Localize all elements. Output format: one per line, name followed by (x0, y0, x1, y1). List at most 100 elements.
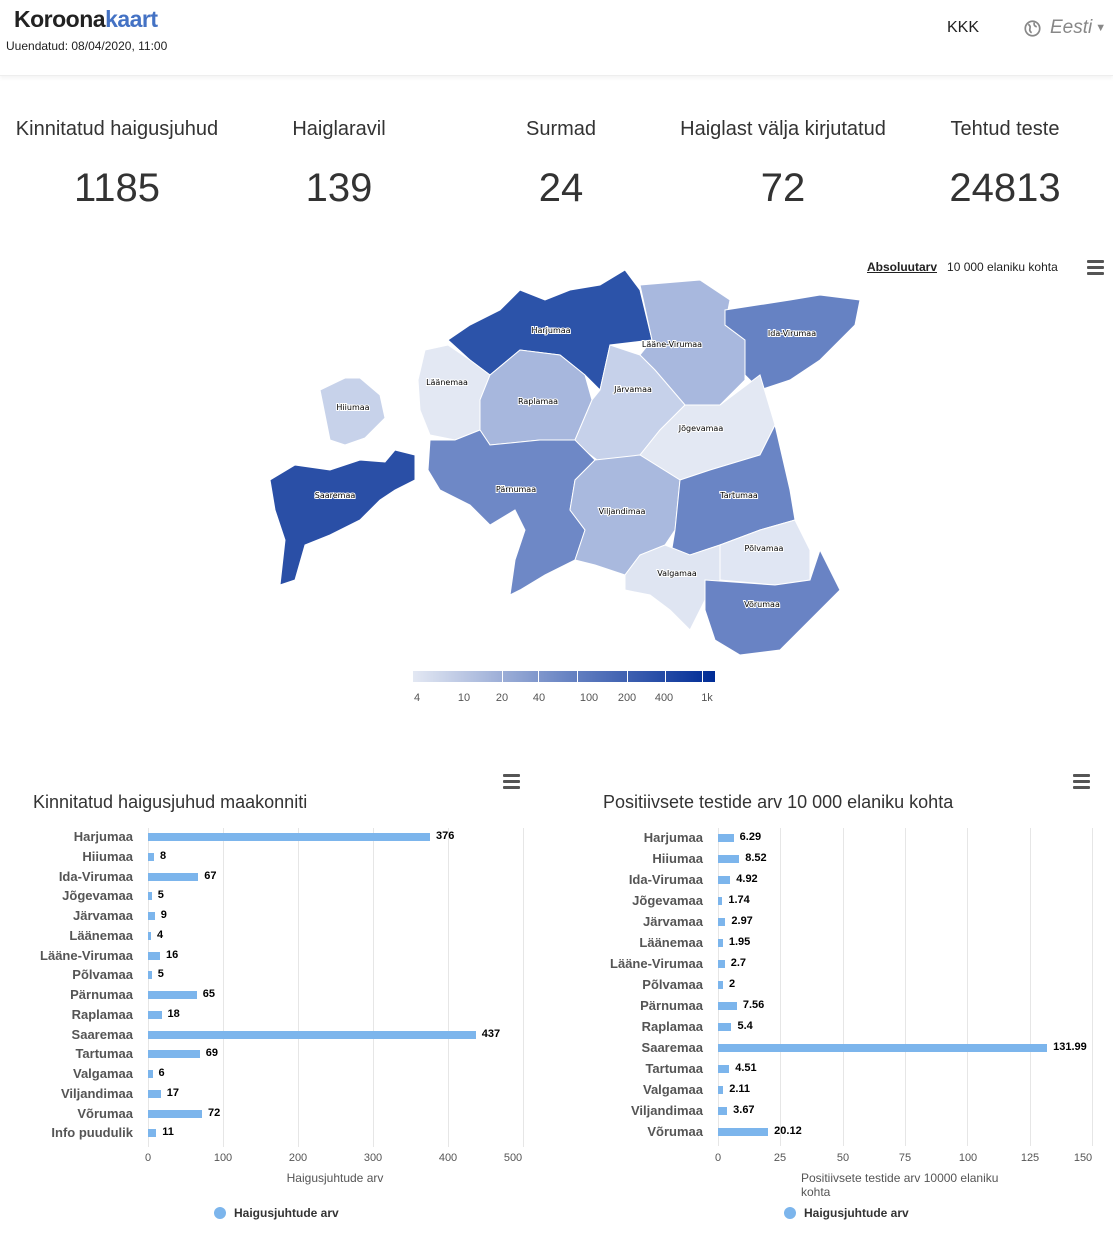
grid-line (523, 828, 524, 1147)
bar[interactable] (148, 872, 199, 881)
legend-item[interactable]: Haigusjuhtude arv (784, 1206, 909, 1220)
bar[interactable] (718, 855, 740, 863)
grid-line (223, 828, 224, 1147)
bar[interactable] (148, 912, 155, 920)
legend-marker (784, 1207, 796, 1219)
legend-label: Haigusjuhtude arv (804, 1206, 909, 1220)
county-hiiumaa[interactable] (319, 377, 386, 446)
bar[interactable] (148, 1010, 162, 1019)
map-menu-icon[interactable] (1087, 260, 1104, 278)
data-label: 18 (167, 1007, 180, 1020)
bar[interactable] (718, 1023, 732, 1031)
bar[interactable] (718, 939, 723, 947)
grid-line (148, 828, 149, 1147)
county-vorumaa[interactable] (704, 548, 841, 656)
scale-tick: 100 (579, 692, 599, 704)
county-label: Ida-Virumaa (768, 329, 816, 338)
x-tick-label: 100 (958, 1152, 978, 1164)
bar[interactable] (148, 852, 154, 861)
category-label: Ida-Virumaa (628, 872, 703, 887)
chart-menu-icon[interactable] (503, 774, 520, 792)
x-axis-title: Positiivsete testide arv 10000 elaniku k… (801, 1171, 999, 1199)
data-label: 20.12 (774, 1125, 802, 1137)
data-label: 72 (208, 1106, 221, 1119)
data-label: 376 (436, 830, 455, 842)
data-label: 8 (160, 849, 167, 862)
x-tick-label: 200 (288, 1152, 308, 1164)
x-tick-label: 0 (144, 1152, 152, 1164)
stat-card: Tehtud teste 24813 (894, 104, 1113, 211)
data-label: 1.95 (728, 936, 751, 948)
bar[interactable] (148, 931, 151, 940)
bar[interactable] (718, 897, 723, 905)
grid-line (298, 828, 299, 1147)
data-label: 5.4 (737, 1020, 753, 1032)
logo[interactable]: Koroonakaart (14, 6, 158, 33)
category-label: Saaremaa (641, 1040, 703, 1055)
data-label: 17 (166, 1086, 179, 1099)
county-laane-virumaa[interactable] (639, 279, 746, 406)
data-label: 65 (202, 988, 215, 1000)
stat-card: Haiglast välja kirjutatud 72 (672, 104, 894, 211)
county-label: Valgamaa (657, 569, 697, 578)
bar[interactable] (718, 1128, 769, 1136)
toggle-absolute[interactable]: Absoluutarv (867, 260, 938, 274)
bar[interactable] (718, 1086, 724, 1094)
bar[interactable] (718, 918, 726, 926)
bar[interactable] (718, 1107, 728, 1115)
county-polvamaa[interactable] (719, 519, 811, 586)
category-label: Läänemaa (639, 935, 703, 950)
bar[interactable] (718, 834, 734, 842)
data-label: 6 (158, 1067, 165, 1079)
bar[interactable] (148, 833, 430, 841)
data-label: 67 (204, 869, 217, 882)
county-label: Võrumaa (744, 600, 780, 609)
bar[interactable] (718, 1065, 730, 1073)
category-label: Pärnumaa (640, 998, 703, 1013)
category-label: Raplamaa (641, 1019, 703, 1034)
bar[interactable] (718, 1002, 737, 1010)
stat-value: 139 (305, 166, 373, 210)
bar[interactable] (148, 1050, 200, 1059)
stat-value: 72 (760, 166, 806, 210)
language-select[interactable]: Eesti ▼ (1024, 17, 1106, 39)
bar[interactable] (148, 951, 160, 960)
county-parnumaa[interactable] (427, 429, 596, 596)
grid-line (373, 828, 374, 1147)
bar[interactable] (148, 892, 152, 901)
bar[interactable] (148, 1109, 202, 1118)
category-label: Raplamaa (71, 1006, 133, 1022)
grid-line (843, 828, 844, 1146)
data-label: 5 (157, 968, 164, 981)
bar[interactable] (148, 1070, 153, 1078)
scale-tick: 10 (457, 692, 471, 704)
county-ida-virumaa[interactable] (724, 294, 861, 391)
stat-label: Haiglaravil (292, 118, 386, 140)
county-saaremaa[interactable] (269, 449, 416, 586)
bar[interactable] (718, 876, 731, 884)
header: Koroonakaart Uuendatud: 08/04/2020, 11:0… (0, 0, 1113, 76)
bar[interactable] (718, 981, 723, 989)
bar[interactable] (148, 971, 152, 980)
county-label: Saaremaa (315, 491, 356, 500)
chart-menu-icon[interactable] (1073, 774, 1090, 792)
x-tick-label: 75 (898, 1152, 912, 1164)
bar[interactable] (148, 1089, 161, 1098)
legend-item[interactable]: Haigusjuhtude arv (214, 1206, 339, 1220)
bar[interactable] (148, 991, 197, 999)
bar[interactable] (148, 1030, 476, 1039)
category-label: Põlvamaa (72, 967, 133, 983)
scale-tick: 1k (701, 692, 713, 704)
grid-line (905, 828, 906, 1146)
faq-link[interactable]: KKK (947, 19, 980, 36)
bar[interactable] (718, 1044, 1048, 1052)
county-label: Hiiumaa (336, 403, 369, 412)
county-label: Läänemaa (426, 378, 468, 387)
chart-title-per-capita: Positiivsete testide arv 10 000 elaniku … (603, 792, 954, 812)
data-label: 437 (481, 1027, 501, 1040)
bar[interactable] (148, 1129, 157, 1138)
scale-tick: 20 (495, 692, 509, 704)
toggle-per-capita[interactable]: 10 000 elaniku kohta (947, 260, 1058, 274)
stat-label: Surmad (525, 118, 597, 140)
bar[interactable] (718, 960, 725, 968)
